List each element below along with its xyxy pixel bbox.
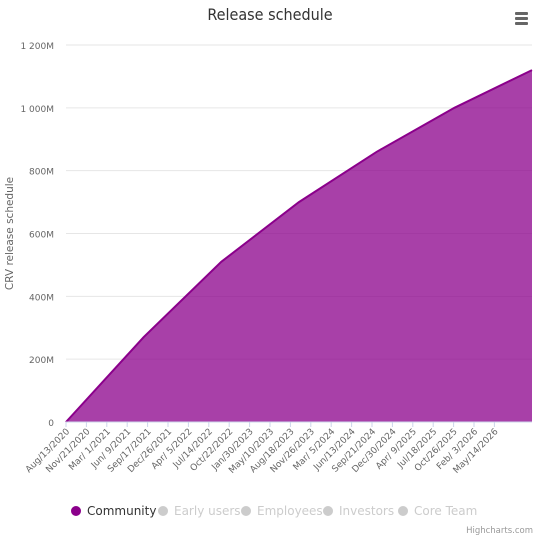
y-tick-label: 600M [29, 231, 54, 241]
menu-bar [515, 22, 528, 25]
y-tick-label: 800M [29, 168, 54, 178]
legend-marker-icon [323, 506, 333, 516]
y-tick-label: 0 [48, 419, 54, 429]
y-tick-label: 400M [29, 293, 54, 303]
legend-item[interactable]: Early users [158, 502, 241, 520]
y-tick-label: 1 200M [20, 42, 54, 52]
hamburger-menu-icon[interactable] [512, 9, 532, 27]
legend-marker-icon [241, 506, 251, 516]
menu-bar [515, 12, 528, 15]
menu-bar [515, 17, 528, 20]
y-tick-label: 1 000M [20, 105, 54, 115]
chart-title: Release schedule [207, 5, 333, 24]
legend-label: Community [87, 504, 157, 518]
y-axis-title: CRV release schedule [4, 177, 16, 290]
area-fill [66, 70, 532, 422]
legend-label: Early users [174, 504, 241, 518]
legend-marker-icon [71, 506, 81, 516]
legend-marker-icon [398, 506, 408, 516]
legend-label: Employees [257, 504, 323, 518]
credits-link[interactable]: Highcharts.com [466, 526, 533, 536]
y-tick-label: 200M [29, 356, 54, 366]
legend-item[interactable]: Core Team [398, 502, 477, 520]
legend-label: Core Team [414, 504, 478, 518]
legend: Community Early users Employees Investors Co… [0, 502, 540, 520]
legend-item[interactable]: Investors [323, 502, 394, 520]
legend-label: Investors [339, 504, 395, 518]
legend-item[interactable]: Employees [241, 502, 323, 520]
chart-plot: 0 200M 400M 600M 800M 1 000M 1 200M CRV release… [4, 42, 533, 476]
legend-item[interactable]: Community [71, 502, 156, 520]
legend-marker-icon [158, 506, 168, 516]
series-line [65, 69, 533, 423]
